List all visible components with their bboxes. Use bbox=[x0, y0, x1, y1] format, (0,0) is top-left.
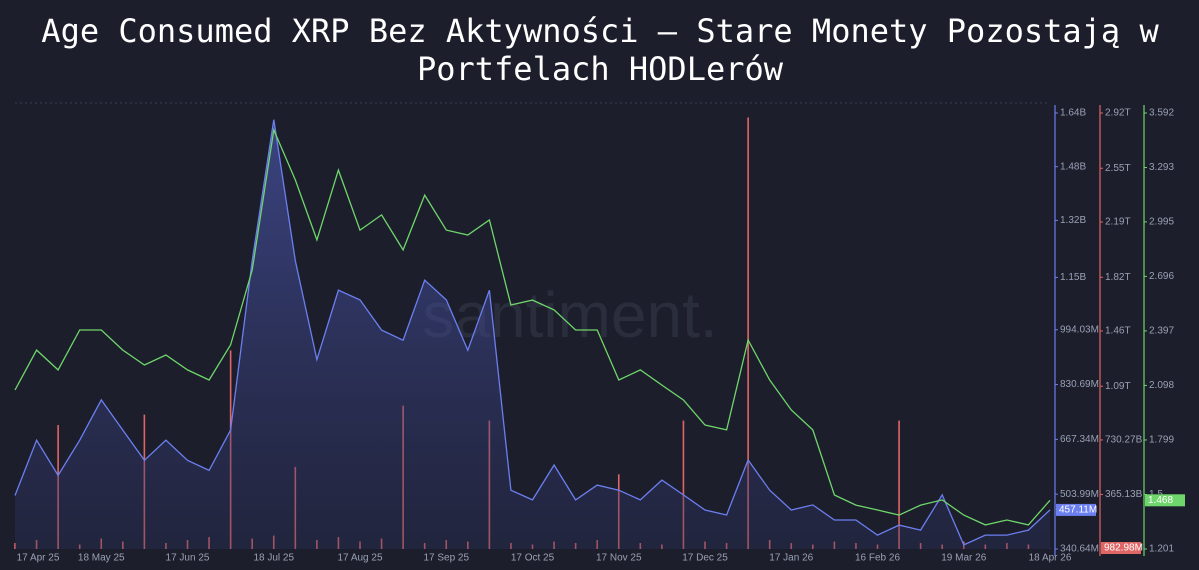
x-tick-label: 17 Dec 25 bbox=[682, 553, 728, 564]
y-tick-label: 1.46T bbox=[1105, 326, 1131, 337]
y-tick-label: 1.09T bbox=[1105, 381, 1131, 392]
x-tick-label: 18 Apr 26 bbox=[1029, 553, 1072, 564]
y-tick-label: 667.34M bbox=[1060, 434, 1099, 445]
y-tick-label: 830.69M bbox=[1060, 379, 1099, 390]
value-badge bbox=[1101, 542, 1141, 554]
x-tick-label: 17 Aug 25 bbox=[337, 553, 382, 564]
y-tick-label: 2.19T bbox=[1105, 217, 1131, 228]
x-tick-label: 19 Mar 26 bbox=[941, 553, 986, 564]
line bbox=[14, 127, 1051, 526]
y-tick-label: 3.592 bbox=[1149, 108, 1174, 119]
x-tick-label: 17 Oct 25 bbox=[511, 553, 555, 564]
y-tick-label: 3.293 bbox=[1149, 162, 1174, 173]
y-tick-label: 2.397 bbox=[1149, 326, 1174, 337]
y-tick-label: 1.15B bbox=[1060, 272, 1086, 283]
bar bbox=[682, 420, 685, 549]
x-tick-label: 16 Feb 26 bbox=[855, 553, 900, 564]
value-badge-label: 457.11M bbox=[1059, 505, 1097, 516]
y-tick-label: 994.03M bbox=[1060, 324, 1099, 335]
y-tick-label: 365.13B bbox=[1105, 489, 1143, 500]
value-badge bbox=[1145, 494, 1185, 507]
y-tick-label: 1.32B bbox=[1060, 215, 1086, 226]
bar bbox=[747, 117, 749, 549]
y-tick-label: 503.99M bbox=[1060, 489, 1099, 500]
value-badge-label: 982.98M bbox=[1104, 543, 1143, 554]
x-tick-label: 17 Sep 25 bbox=[423, 553, 469, 564]
area bbox=[15, 119, 1050, 549]
x-tick-label: 17 Apr 25 bbox=[17, 553, 60, 564]
y-tick-label: 1.799 bbox=[1149, 435, 1174, 446]
line bbox=[14, 119, 1051, 546]
y-tick-label: 340.64M bbox=[1060, 544, 1099, 555]
x-tick-label: 17 Nov 25 bbox=[596, 553, 642, 564]
y-tick-label: 1.201 bbox=[1149, 544, 1174, 555]
x-tick-label: 18 May 25 bbox=[78, 553, 125, 564]
y-tick-label: 1.64B bbox=[1060, 108, 1086, 119]
bar bbox=[898, 420, 900, 549]
x-tick-label: 18 Jul 25 bbox=[253, 553, 294, 564]
y-tick-label: 730.27B bbox=[1105, 435, 1143, 446]
x-tick-label: 17 Jun 25 bbox=[166, 553, 210, 564]
y-tick-label: 1.48B bbox=[1060, 161, 1086, 172]
y-tick-label: 2.696 bbox=[1149, 271, 1174, 282]
value-badge bbox=[1056, 503, 1096, 516]
y-tick-label: 2.92T bbox=[1105, 108, 1131, 119]
y-tick-label: 1.82T bbox=[1105, 272, 1131, 283]
chart-title: Age Consumed XRP Bez Aktywności – Stare … bbox=[41, 12, 1159, 88]
y-tick-label: 2.55T bbox=[1105, 163, 1131, 174]
y-tick-label: 2.098 bbox=[1149, 380, 1174, 391]
x-tick-label: 17 Jan 26 bbox=[769, 553, 813, 564]
watermark: santiment. bbox=[422, 279, 717, 351]
value-badge-label: 1.468 bbox=[1148, 495, 1173, 506]
y-tick-label: 2.995 bbox=[1149, 217, 1174, 228]
